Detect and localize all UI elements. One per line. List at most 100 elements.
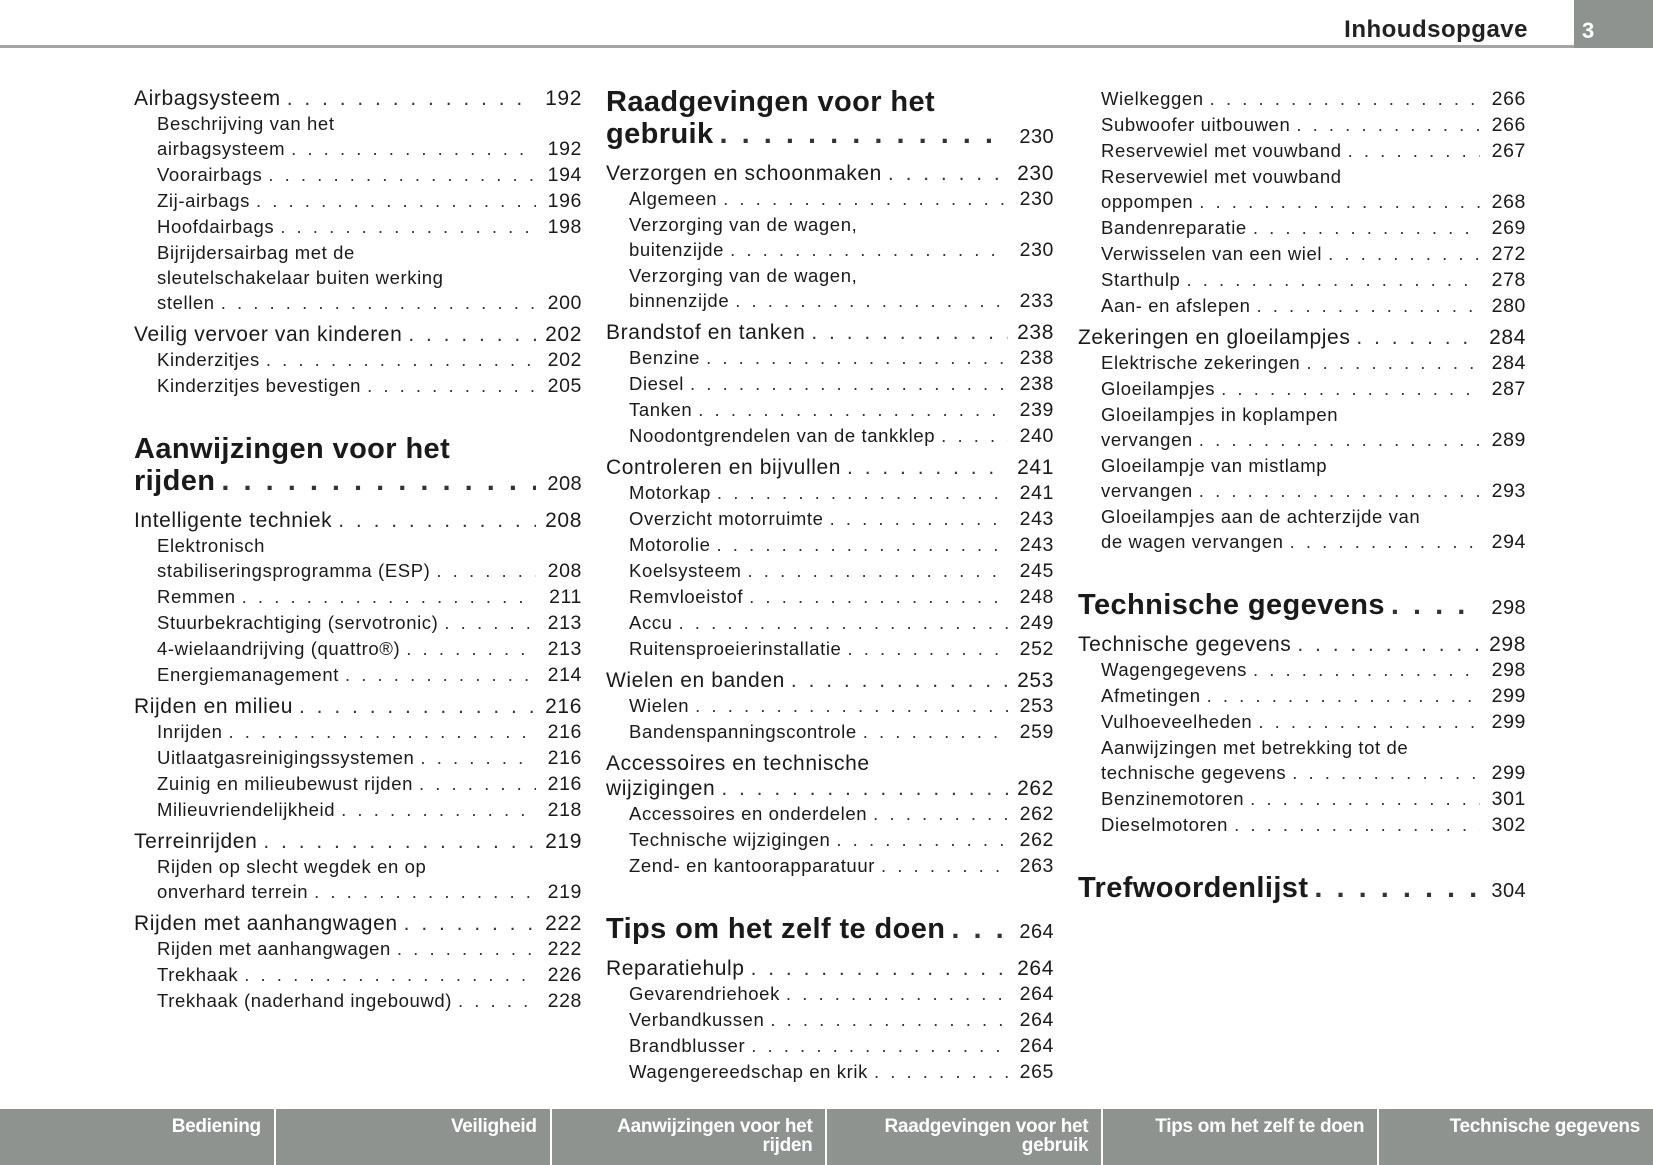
toc-subsection[interactable]: Diesel 238 <box>606 371 1054 397</box>
section-tab[interactable]: Raadgevingen voor het gebruik <box>825 1109 1102 1165</box>
toc-subsection[interactable]: Bijrijdersairbag met de sleutelschakelaar… <box>134 240 582 316</box>
toc-subsection[interactable]: Kinderzitjes bevestigen 205 <box>134 373 582 399</box>
toc-subsection[interactable]: Noodontgrendelen van de tankklep 240 <box>606 423 1054 449</box>
toc-subsection[interactable]: Uitlaatgasreinigingssystemen 216 <box>134 745 582 771</box>
toc-section[interactable]: Wielen en banden 253 <box>606 668 1054 693</box>
toc-subsection[interactable]: Gloeilampjes 287 <box>1078 376 1526 402</box>
toc-subsection[interactable]: Algemeen 230 <box>606 186 1054 212</box>
toc-subsection[interactable]: Stuurbekrachtiging (servotronic) 213 <box>134 610 582 636</box>
toc-subsection[interactable]: Gevarendriehoek 264 <box>606 981 1054 1007</box>
toc-section[interactable]: Intelligente techniek 208 <box>134 508 582 533</box>
toc-subsection[interactable]: Technische wijzigingen 262 <box>606 827 1054 853</box>
toc-page-number: 211 <box>549 586 582 608</box>
toc-subsection[interactable]: Wagengereedschap en krik 265 <box>606 1059 1054 1085</box>
toc-subsection[interactable]: Afmetingen 299 <box>1078 683 1526 709</box>
toc-subsection[interactable]: Verzorging van de wagen, buitenzijde 230 <box>606 212 1054 263</box>
toc-subsection[interactable]: Remmen 211 <box>134 584 582 610</box>
toc-subsection[interactable]: Benzine 238 <box>606 345 1054 371</box>
toc-subsection[interactable]: Elektrische zekeringen 284 <box>1078 350 1526 376</box>
toc-subsection[interactable]: Aanwijzingen met betrekking tot de techni… <box>1078 735 1526 786</box>
toc-subsection[interactable]: Beschrijving van het airbagsysteem 192 <box>134 111 582 162</box>
toc-section[interactable]: Terreinrijden 219 <box>134 829 582 854</box>
toc-subsection[interactable]: Tanken 239 <box>606 397 1054 423</box>
toc-subsection[interactable]: Accu 249 <box>606 610 1054 636</box>
toc-subsection[interactable]: Rijden met aanhangwagen 222 <box>134 936 582 962</box>
toc-chapter[interactable]: Technische gegevens 298 <box>1078 589 1526 624</box>
toc-section[interactable]: Zekeringen en gloeilampjes 284 <box>1078 325 1526 350</box>
toc-subsection[interactable]: Subwoofer uitbouwen 266 <box>1078 112 1526 138</box>
toc-subsection[interactable]: Trekhaak (naderhand ingebouwd) 228 <box>134 988 582 1014</box>
toc-subsection[interactable]: Motorolie 243 <box>606 532 1054 558</box>
section-tab[interactable]: Tips om het zelf te doen <box>1101 1109 1378 1165</box>
toc-subsection[interactable]: Wielkeggen 266 <box>1078 86 1526 112</box>
toc-section[interactable]: Verzorgen en schoonmaken 230 <box>606 161 1054 186</box>
section-tab[interactable]: Bediening <box>0 1109 274 1165</box>
toc-subsection[interactable]: Gloeilampjes in koplampen vervangen 289 <box>1078 402 1526 453</box>
toc-subsection[interactable]: Energiemanagement 214 <box>134 662 582 688</box>
toc-entry-text: Beschrijving van het <box>157 113 335 134</box>
toc-subsection[interactable]: Verwisselen van een wiel 272 <box>1078 241 1526 267</box>
toc-entry-text: vervangen <box>1101 480 1193 501</box>
toc-subsection[interactable]: Inrijden 216 <box>134 719 582 745</box>
toc-subsection[interactable]: Zij-airbags 196 <box>134 188 582 214</box>
dot-leader <box>811 320 1008 345</box>
toc-subsection[interactable]: Kinderzitjes 202 <box>134 347 582 373</box>
toc-subsection[interactable]: Verbandkussen 264 <box>606 1007 1054 1033</box>
toc-subsection[interactable]: Voorairbags 194 <box>134 162 582 188</box>
toc-subsection[interactable]: Motorkap 241 <box>606 480 1054 506</box>
section-tab[interactable]: Aanwijzingen voor het rijden <box>549 1109 826 1165</box>
toc-subsection[interactable]: Brandblusser 264 <box>606 1033 1054 1059</box>
toc-subsection[interactable]: Bandenspanningscontrole 259 <box>606 719 1054 745</box>
toc-subsection[interactable]: Benzinemotoren 301 <box>1078 786 1526 812</box>
toc-subsection[interactable]: Zuinig en milieubewust rijden 216 <box>134 771 582 797</box>
toc-subsection[interactable]: Dieselmotoren 302 <box>1078 812 1526 838</box>
toc-subsection[interactable]: Gloeilampjes aan de achterzijde van de wa… <box>1078 504 1526 555</box>
toc-subsection[interactable]: Trekhaak 226 <box>134 962 582 988</box>
toc-subsection[interactable]: Koelsysteem 245 <box>606 558 1054 584</box>
section-tab[interactable]: Veiligheid <box>273 1109 550 1165</box>
toc-subsection[interactable]: Reservewiel met vouwband oppompen 268 <box>1078 164 1526 215</box>
section-tab[interactable]: Technische gegevens <box>1377 1109 1653 1165</box>
toc-subsection[interactable]: Gloeilampje van mistlamp vervangen 293 <box>1078 453 1526 504</box>
toc-section[interactable]: Veilig vervoer van kinderen 202 <box>134 322 582 347</box>
toc-subsection[interactable]: Reservewiel met vouwband 267 <box>1078 138 1526 164</box>
toc-subsection[interactable]: Hoofdairbags 198 <box>134 214 582 240</box>
toc-entry-text: Ruitensproeierinstallatie <box>629 638 842 659</box>
toc-entry-text: Uitlaatgasreinigingssystemen <box>157 747 415 768</box>
toc-section[interactable]: Rijden en milieu 216 <box>134 694 582 719</box>
toc-section[interactable]: Controleren en bijvullen 241 <box>606 455 1054 480</box>
toc-section[interactable]: Technische gegevens 298 <box>1078 632 1526 657</box>
toc-chapter[interactable]: Tips om het zelf te doen 264 <box>606 913 1054 948</box>
toc-subsection[interactable]: Elektronisch stabiliseringsprogramma (ESP… <box>134 533 582 584</box>
toc-section[interactable]: Brandstof en tanken 238 <box>606 320 1054 345</box>
toc-subsection[interactable]: Overzicht motorruimte 243 <box>606 506 1054 532</box>
toc-section[interactable]: Reparatiehulp 264 <box>606 956 1054 981</box>
toc-subsection[interactable]: Rijden op slecht wegdek en op onverhard t… <box>134 854 582 905</box>
toc-entry-text: Remvloeistof <box>629 586 744 607</box>
toc-subsection[interactable]: Vulhoeveelheden 299 <box>1078 709 1526 735</box>
toc-subsection[interactable]: Bandenreparatie 269 <box>1078 215 1526 241</box>
toc-subsection[interactable]: Remvloeistof 248 <box>606 584 1054 610</box>
toc-entry-text: Zekeringen en gloeilampjes <box>1078 326 1351 349</box>
toc-subsection[interactable]: Milieuvriendelijkheid 218 <box>134 797 582 823</box>
toc-subsection[interactable]: Verzorging van de wagen, binnenzijde 233 <box>606 263 1054 314</box>
toc-subsection[interactable]: Ruitensproeierinstallatie 252 <box>606 636 1054 662</box>
toc-subsection[interactable]: Accessoires en onderdelen 262 <box>606 801 1054 827</box>
toc-subsection[interactable]: Wagengegevens 298 <box>1078 657 1526 683</box>
toc-section[interactable]: Airbagsysteem 192 <box>134 86 582 111</box>
dot-leader <box>266 347 536 372</box>
section-tabs: Bediening Veiligheid Aanwijzingen voor het… <box>0 1109 1653 1165</box>
toc-chapter[interactable]: Trefwoordenlijst 304 <box>1078 872 1526 907</box>
toc-subsection[interactable]: Starthulp 278 <box>1078 267 1526 293</box>
toc-subsection[interactable]: 4-wielaandrijving (quattro®) 213 <box>134 636 582 662</box>
dot-leader <box>786 981 1008 1006</box>
toc-section[interactable]: Rijden met aanhangwagen 222 <box>134 911 582 936</box>
toc-subsection[interactable]: Wielen 253 <box>606 693 1054 719</box>
toc-subsection[interactable]: Zend- en kantoorapparatuur 263 <box>606 853 1054 879</box>
dot-leader <box>314 879 536 904</box>
toc-page-number: 239 <box>1019 399 1054 421</box>
toc-subsection[interactable]: Aan- en afslepen 280 <box>1078 293 1526 319</box>
